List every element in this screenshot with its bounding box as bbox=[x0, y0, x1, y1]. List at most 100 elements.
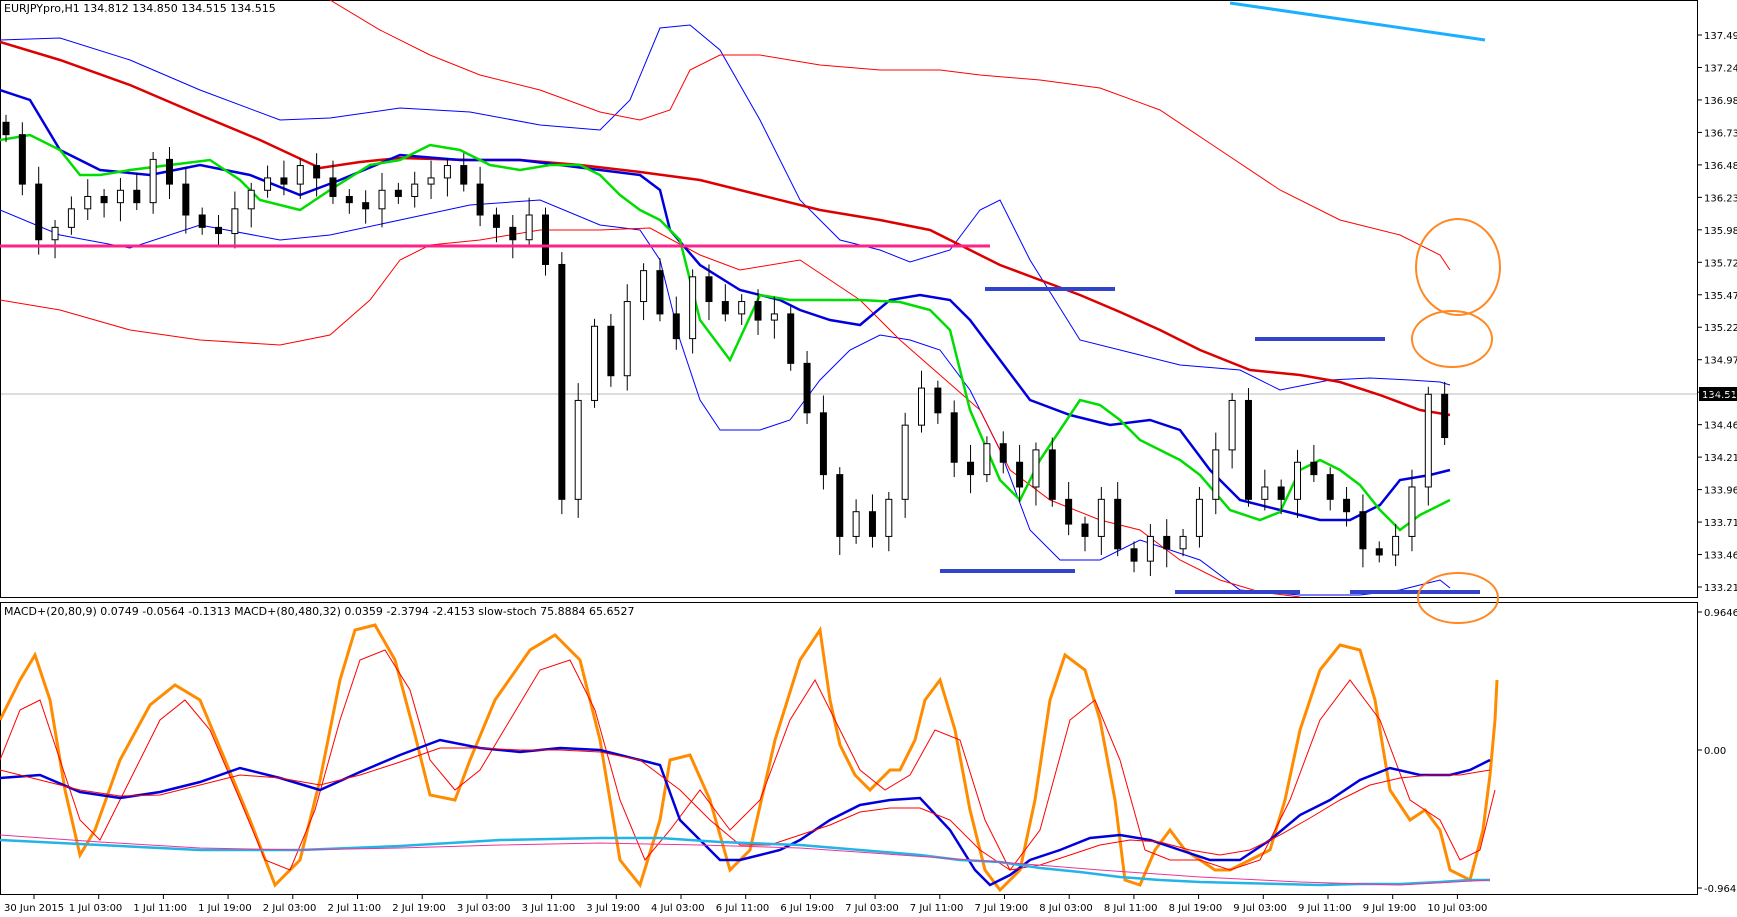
candle-body bbox=[1343, 498, 1351, 513]
ma-slow-line bbox=[0, 40, 1451, 417]
candle-body bbox=[165, 158, 173, 185]
candle-body bbox=[296, 165, 304, 185]
y-tick-label: 133.710 bbox=[1704, 518, 1737, 529]
bb-outer-upper bbox=[329, 0, 1451, 271]
candle-body bbox=[868, 511, 876, 537]
y-axis-sub: 0.9646 0.00 -0.9646 bbox=[1697, 608, 1737, 895]
main-info-label: EURJPYpro,H1 134.812 134.850 134.515 134… bbox=[4, 2, 276, 15]
candle-body bbox=[754, 301, 762, 321]
candle-body bbox=[84, 195, 92, 210]
candle-body bbox=[623, 301, 631, 377]
y-tick-label: 135.980 bbox=[1704, 226, 1737, 237]
x-tick-label: 1 Jul 19:00 bbox=[198, 903, 252, 914]
macd-indicators bbox=[0, 623, 1499, 893]
sub-y-tick-label: -0.9646 bbox=[1704, 884, 1737, 895]
candle-body bbox=[525, 214, 533, 241]
candle-body bbox=[18, 134, 26, 185]
sub-info-label: MACD+(20,80,9) 0.0749 -0.0564 -0.1313 MA… bbox=[4, 605, 635, 618]
y-tick-label: 133.965 bbox=[1704, 486, 1737, 497]
x-tick-label: 2 Jul 19:00 bbox=[392, 903, 446, 914]
candle-body bbox=[1244, 399, 1252, 500]
candle-body bbox=[1408, 486, 1416, 537]
candle-body bbox=[476, 183, 484, 216]
highlight-circles bbox=[1411, 218, 1501, 624]
x-tick-label: 10 Jul 03:00 bbox=[1427, 903, 1487, 914]
candle-body bbox=[1163, 535, 1171, 550]
candle-body bbox=[541, 214, 549, 265]
x-axis: 30 Jun 2015 1 Jul 03:00 1 Jul 11:00 1 Jul 1… bbox=[4, 895, 1487, 914]
x-tick-label: 7 Jul 03:00 bbox=[845, 903, 899, 914]
x-tick-label: 9 Jul 11:00 bbox=[1298, 903, 1352, 914]
candle-body bbox=[803, 362, 811, 414]
candle-body bbox=[950, 412, 958, 463]
candle-body bbox=[1326, 474, 1334, 500]
x-tick-label: 3 Jul 11:00 bbox=[522, 903, 576, 914]
y-tick-label: 134.215 bbox=[1704, 453, 1737, 464]
x-tick-label: 3 Jul 03:00 bbox=[457, 903, 511, 914]
current-price-text: 134.515 bbox=[1702, 390, 1737, 401]
candle-body bbox=[918, 387, 926, 426]
y-tick-label: 135.475 bbox=[1704, 291, 1737, 302]
stoch-signal-line bbox=[0, 649, 1496, 871]
x-tick-label: 6 Jul 11:00 bbox=[716, 903, 770, 914]
candle-body bbox=[329, 177, 337, 197]
x-tick-label: 1 Jul 11:00 bbox=[133, 903, 187, 914]
level-markers bbox=[940, 287, 1480, 594]
candle-body bbox=[689, 276, 697, 340]
candle-body bbox=[1146, 535, 1154, 562]
candle-body bbox=[640, 270, 648, 303]
candle-body bbox=[558, 263, 566, 500]
x-tick-label: 2 Jul 03:00 bbox=[263, 903, 317, 914]
candle-body bbox=[133, 189, 141, 204]
candle-body bbox=[1032, 449, 1040, 488]
candle-body bbox=[1392, 535, 1400, 556]
moving-averages bbox=[0, 40, 1451, 532]
candle-body bbox=[116, 189, 124, 204]
candle-body bbox=[231, 208, 239, 235]
cyan-trend-line bbox=[1229, 1, 1486, 42]
y-tick-label: 137.240 bbox=[1704, 63, 1737, 74]
candle-body bbox=[1294, 461, 1302, 500]
x-tick-label: 7 Jul 11:00 bbox=[910, 903, 964, 914]
candle-body bbox=[313, 165, 321, 179]
x-tick-label: 8 Jul 19:00 bbox=[1169, 903, 1223, 914]
y-tick-label: 136.735 bbox=[1704, 128, 1737, 139]
highlight-circle bbox=[1417, 572, 1499, 624]
y-tick-label: 134.720 bbox=[1704, 388, 1737, 399]
candle-body bbox=[100, 195, 108, 204]
candle-body bbox=[182, 183, 190, 216]
candle-body bbox=[264, 177, 272, 191]
candle-body bbox=[787, 313, 795, 364]
x-tick-label: 9 Jul 19:00 bbox=[1363, 903, 1417, 914]
candle-body bbox=[247, 189, 255, 210]
candle-body bbox=[967, 461, 975, 476]
x-tick-label: 6 Jul 19:00 bbox=[780, 903, 834, 914]
candle-body bbox=[885, 498, 893, 537]
y-tick-label: 133.460 bbox=[1704, 551, 1737, 562]
candle-body bbox=[983, 443, 991, 476]
x-tick-label: 1 Jul 03:00 bbox=[69, 903, 123, 914]
candle-body bbox=[1048, 449, 1056, 500]
x-tick-label: 9 Jul 03:00 bbox=[1233, 903, 1287, 914]
candle-body bbox=[1081, 523, 1089, 537]
candle-body bbox=[591, 325, 599, 401]
y-tick-label: 135.225 bbox=[1704, 323, 1737, 334]
candle-body bbox=[1441, 393, 1449, 439]
candle-body bbox=[427, 177, 435, 185]
y-tick-label: 134.970 bbox=[1704, 356, 1737, 367]
candle-body bbox=[198, 214, 206, 228]
candle-body bbox=[362, 202, 370, 210]
highlight-circle bbox=[1411, 310, 1493, 368]
candle-body bbox=[721, 301, 729, 315]
candle-body bbox=[492, 214, 500, 228]
candle-body bbox=[999, 443, 1007, 463]
y-tick-label: 136.985 bbox=[1704, 96, 1737, 107]
macd-fast-signal bbox=[0, 747, 1491, 871]
candle-body bbox=[770, 313, 778, 321]
candle-body bbox=[705, 276, 713, 303]
candle-body bbox=[1359, 511, 1367, 550]
candle-body bbox=[1310, 461, 1318, 476]
candle-body bbox=[819, 412, 827, 476]
bb-inner-upper bbox=[0, 24, 1451, 391]
